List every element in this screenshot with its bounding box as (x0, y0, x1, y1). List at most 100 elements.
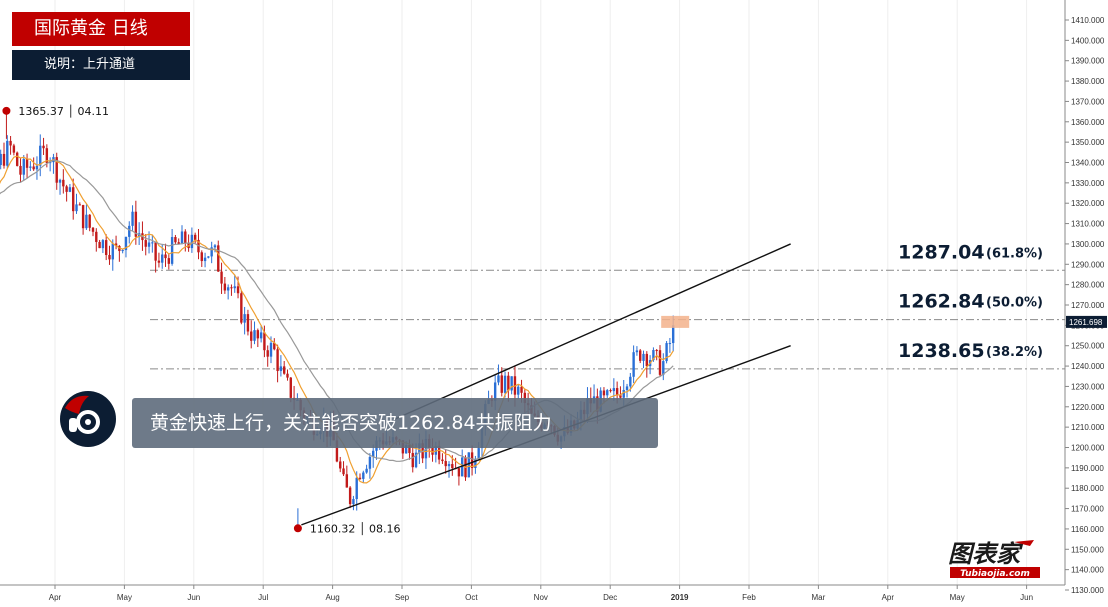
candle-body (217, 245, 220, 272)
candle-body (91, 227, 95, 232)
fib-pct-label: (61.8%) (986, 246, 1043, 261)
price-tag-label: 1261.698 (1069, 318, 1103, 327)
candle-body (19, 165, 22, 175)
candle-body (144, 240, 147, 247)
candle-body (104, 240, 108, 256)
candle-body (85, 214, 88, 229)
swing-high-label: 1365.37 │ 04.11 (18, 104, 109, 118)
candle-body (602, 390, 606, 396)
candle-body (625, 386, 629, 390)
candle-body (246, 314, 250, 332)
candle-body (622, 389, 625, 398)
candle-body (45, 148, 49, 163)
candle-body (157, 260, 161, 263)
y-tick-label: 1350.000 (1071, 138, 1105, 147)
candle-body (72, 187, 75, 212)
time-axis: Apr May Jun Jul Aug Sep Oct Nov Dec 2019 Feb Mar Apr… (49, 585, 1033, 602)
candle-body (180, 231, 184, 244)
x-tick-label: Jun (1020, 593, 1033, 602)
candle-body (507, 375, 510, 391)
fib-pct-label: (38.2%) (986, 345, 1043, 360)
candle-body (668, 343, 672, 345)
y-tick-label: 1380.000 (1071, 77, 1105, 86)
candle-body (645, 353, 649, 367)
x-tick-label: Feb (742, 593, 756, 602)
candle-body (609, 390, 612, 392)
candle-body (207, 256, 210, 258)
y-tick-label: 1160.000 (1071, 525, 1104, 534)
candle-body (111, 243, 114, 260)
candle-body (444, 461, 447, 467)
candle-body (233, 286, 236, 289)
candle-body (474, 459, 477, 469)
candle-body (259, 332, 263, 339)
x-tick-label: 2019 (671, 593, 689, 602)
candle-body (355, 477, 358, 500)
candle-body (174, 237, 177, 243)
candle-body (68, 187, 72, 192)
candle-body (652, 350, 655, 361)
watermark-brand: 图表家 (948, 540, 1024, 568)
candle-body (190, 234, 194, 249)
current-price-tag: 1261.698 (661, 315, 1107, 328)
x-tick-label: Sep (395, 593, 410, 602)
candle-body (371, 450, 375, 457)
y-tick-label: 1410.000 (1071, 16, 1105, 25)
y-tick-label: 1270.000 (1071, 301, 1105, 310)
y-tick-label: 1300.000 (1071, 240, 1105, 249)
candle-body (12, 145, 16, 153)
candle-body (124, 236, 128, 251)
candle-body (269, 342, 273, 357)
candle-body (2, 153, 6, 166)
candle-body (131, 211, 134, 226)
candle-body (437, 445, 441, 460)
candle-body (101, 240, 105, 249)
candle-body (441, 459, 444, 462)
y-tick-label: 1290.000 (1071, 260, 1105, 269)
candle-body (193, 234, 197, 240)
candle-body (240, 293, 243, 323)
candle-body (62, 179, 65, 187)
swing-low-marker (293, 524, 302, 533)
candle-body (639, 350, 642, 361)
candle-body (253, 330, 256, 341)
candle-body (250, 331, 253, 341)
candle-body (167, 258, 171, 264)
candle-body (256, 330, 260, 339)
candle-body (81, 205, 85, 229)
y-tick-label: 1360.000 (1071, 118, 1105, 127)
y-tick-label: 1130.000 (1071, 586, 1104, 595)
candle-body (15, 152, 19, 166)
candle-body (434, 445, 438, 455)
analyst-avatar-icon (60, 391, 116, 447)
candle-body (42, 145, 45, 149)
y-tick-label: 1370.000 (1071, 97, 1105, 106)
fib-labels: 1287.04 (61.8%) 1262.84 (50.0%) 1238.65 (38.2… (898, 241, 1043, 362)
candle-body (203, 257, 207, 262)
candle-body (655, 350, 658, 352)
price-tag-bg (1066, 315, 1107, 328)
candle-body (447, 464, 451, 467)
x-tick-label: May (117, 593, 132, 602)
candle-body (276, 349, 279, 372)
candle-body (0, 153, 2, 166)
candle-body (365, 468, 368, 473)
x-tick-label: Apr (49, 593, 62, 602)
candle-body (411, 453, 414, 468)
candle-body (289, 377, 292, 398)
candle-body (282, 366, 286, 374)
y-tick-label: 1180.000 (1071, 484, 1104, 493)
candle-body (236, 286, 240, 294)
candle-body (154, 242, 157, 261)
y-tick-label: 1200.000 (1071, 444, 1105, 453)
candle-body (29, 166, 32, 168)
candle-body (642, 353, 645, 361)
y-tick-label: 1230.000 (1071, 382, 1105, 391)
candle-body (368, 456, 372, 469)
candle-body (273, 342, 276, 350)
y-tick-label: 1280.000 (1071, 281, 1105, 290)
x-tick-label: Oct (465, 593, 478, 602)
candle-body (523, 392, 527, 404)
candle-body (358, 477, 362, 479)
